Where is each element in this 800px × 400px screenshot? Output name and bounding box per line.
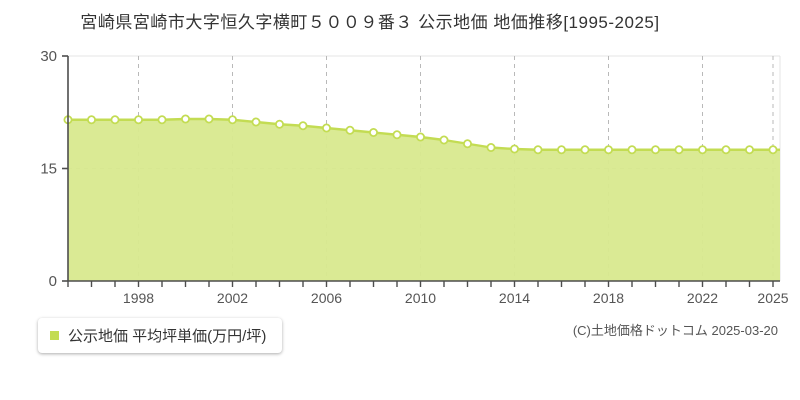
chart-title: 宮崎県宮崎市大字恒久字横町５００９番３ 公示地価 地価推移[1995-2025] (80, 13, 660, 32)
x-tick-label: 2025 (757, 290, 788, 306)
axes (62, 55, 780, 287)
y-tick-labels: 0 15 30 (40, 48, 57, 290)
y-tick-label: 15 (40, 161, 57, 178)
y-tick-label: 0 (49, 273, 57, 290)
x-tick-label: 2014 (499, 290, 530, 306)
legend-label: 公示地価 平均坪単価(万円/坪) (68, 328, 267, 345)
credit-text: (C)土地価格ドットコム 2025-03-20 (572, 323, 778, 338)
y-tick-label: 30 (40, 48, 57, 65)
x-tick-labels: 1998 2002 2006 2010 2014 2018 2022 2025 (123, 290, 789, 306)
x-tick-label: 2002 (217, 290, 248, 306)
chart-legend[interactable]: 公示地価 平均坪単価(万円/坪) (38, 318, 283, 353)
x-tick-label: 2018 (593, 290, 624, 306)
series-area (68, 119, 780, 281)
x-tick-label: 2022 (687, 290, 718, 306)
x-tick-label: 2010 (405, 290, 436, 306)
x-tick-label: 1998 (123, 290, 154, 306)
x-tick-label: 2006 (311, 290, 342, 306)
legend-swatch-icon (50, 331, 59, 340)
